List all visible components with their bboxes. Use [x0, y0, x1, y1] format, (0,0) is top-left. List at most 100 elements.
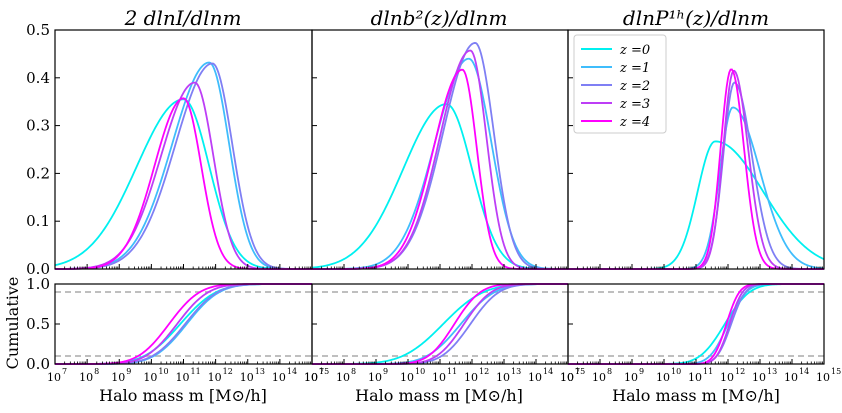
cumulative-curve-panel2-z0: [312, 283, 568, 365]
xtick-exp-2-14: 14: [543, 367, 553, 376]
ytick-label-bottom-0: 0.0: [26, 355, 50, 373]
xtick-exp-2-15: 15: [575, 367, 585, 376]
xtick-exp-3-9: 9: [639, 367, 644, 376]
cumulative-curve-panel1-z1: [55, 283, 312, 365]
panel-title-1: 2 dlnI/dlnm: [124, 6, 242, 30]
ytick-label-top-2: 0.2: [26, 164, 50, 182]
ytick-label-top-3: 0.3: [26, 117, 50, 135]
panel-frame-bottom-2: [311, 283, 569, 365]
legend: z =0 z =1 z =2 z =3 z =4: [573, 34, 667, 134]
legend-label-z0: z =0: [619, 43, 650, 58]
xtick-label-2-10: 10: [400, 371, 414, 384]
xtick-label-1-13: 10: [240, 371, 254, 384]
xtick-exp-3-7: 7: [575, 367, 580, 376]
xtick-exp-3-14: 14: [799, 367, 809, 376]
legend-label-z4: z =4: [619, 115, 650, 130]
xtick-label-3-15: 10: [816, 371, 830, 384]
panel-title-3: dlnP¹ʰ(z)/dlnm: [623, 6, 769, 30]
cumulative-curve-panel3-z4: [568, 283, 824, 365]
ytick-label-bottom-2: 1.0: [26, 275, 50, 293]
panel-frame-top-1: [54, 29, 313, 270]
curve-panel2-z1: [312, 57, 568, 270]
cumulative-curve-panel2-z3: [312, 283, 568, 365]
xtick-label-3-12: 10: [720, 371, 734, 384]
ytick-label-top-5: 0.5: [26, 21, 50, 39]
xlabel-3: Halo mass m [M⊙/h]: [612, 386, 780, 405]
xtick-label-2-14: 10: [528, 371, 542, 384]
legend-label-z2: z =2: [619, 79, 650, 94]
cumulative-curve-panel2-z1: [312, 283, 568, 365]
xtick-label-1-15: 10: [304, 371, 318, 384]
xtick-label-3-14: 10: [784, 371, 798, 384]
cumulative-curve-panel2-z4: [312, 283, 568, 365]
panel-frame-bottom-1: [54, 283, 313, 365]
cumulative-curve-panel1-z3: [55, 283, 312, 365]
cumulative-curve-panel3-z0: [568, 283, 824, 365]
xtick-exp-1-15: 15: [319, 367, 329, 376]
curve-panel2-z2: [312, 42, 568, 270]
xtick-label-2-9: 10: [368, 371, 382, 384]
ytick-label-bottom-1: 0.5: [26, 315, 50, 333]
xtick-exp-1-7: 7: [62, 367, 67, 376]
xtick-exp-3-10: 10: [671, 367, 681, 376]
xtick-exp-2-8: 8: [351, 367, 356, 376]
xtick-exp-1-14: 14: [287, 367, 297, 376]
xtick-exp-1-9: 9: [126, 367, 131, 376]
xtick-exp-2-7: 7: [319, 367, 324, 376]
xtick-exp-2-13: 13: [511, 367, 521, 376]
xtick-label-2-8: 10: [336, 371, 350, 384]
xtick-exp-1-10: 10: [158, 367, 168, 376]
xtick-label-3-11: 10: [688, 371, 702, 384]
cumulative-curve-panel3-z3: [568, 283, 824, 365]
panel-frame-bottom-3: [567, 283, 825, 365]
xtick-exp-3-8: 8: [607, 367, 612, 376]
xtick-exp-3-11: 11: [703, 367, 713, 376]
xtick-label-1-11: 10: [176, 371, 190, 384]
curve-panel2-z0: [311, 103, 568, 270]
xtick-exp-3-13: 13: [767, 367, 777, 376]
xtick-exp-2-10: 10: [415, 367, 425, 376]
cumulative-curve-panel1-z0: [55, 283, 312, 365]
xtick-label-1-8: 10: [79, 371, 93, 384]
legend-label-z1: z =1: [619, 61, 650, 76]
xtick-label-2-15: 10: [560, 371, 574, 384]
xtick-exp-2-12: 12: [479, 367, 489, 376]
cumulative-curve-panel2-z2: [312, 283, 568, 365]
xtick-label-1-7: 10: [47, 371, 61, 384]
xtick-label-3-8: 10: [592, 371, 606, 384]
xtick-exp-3-15: 15: [831, 367, 841, 376]
curve-panel1-z3: [54, 81, 312, 270]
legend-box: [573, 34, 667, 134]
xtick-label-1-12: 10: [208, 371, 222, 384]
panel-frame-top-2: [311, 29, 569, 270]
xtick-label-3-10: 10: [656, 371, 670, 384]
curve-panel2-z3: [312, 49, 568, 270]
ylabel-cumulative: Cumulative: [3, 277, 22, 370]
cumulative-curve-panel3-z2: [568, 283, 824, 365]
cumulative-curve-panel1-z2: [55, 283, 312, 365]
xtick-exp-1-13: 13: [255, 367, 265, 376]
panel-title-2: dlnb²(z)/dlnm: [371, 6, 508, 30]
xtick-label-3-7: 10: [560, 371, 574, 384]
xtick-exp-1-12: 12: [223, 367, 233, 376]
cumulative-curve-panel3-z1: [568, 283, 824, 365]
cumulative-curve-panel1-z4: [55, 283, 312, 365]
xtick-exp-1-11: 11: [191, 367, 201, 376]
curve-panel3-z0: [568, 140, 825, 270]
xtick-label-2-13: 10: [496, 371, 510, 384]
ytick-label-top-0: 0.0: [26, 260, 50, 278]
xtick-label-2-12: 10: [464, 371, 478, 384]
xtick-label-1-9: 10: [111, 371, 125, 384]
xtick-exp-2-9: 9: [383, 367, 388, 376]
legend-label-z3: z =3: [619, 97, 650, 112]
xtick-exp-1-8: 8: [94, 367, 99, 376]
xtick-exp-2-11: 11: [447, 367, 457, 376]
xtick-exp-3-12: 12: [735, 367, 745, 376]
xtick-label-1-10: 10: [143, 371, 157, 384]
curve-panel2-z4: [312, 68, 568, 270]
xlabel-2: Halo mass m [M⊙/h]: [355, 386, 523, 405]
ytick-label-top-1: 0.1: [26, 212, 50, 230]
curve-panel1-z0: [54, 98, 312, 270]
xtick-label-2-11: 10: [432, 371, 446, 384]
